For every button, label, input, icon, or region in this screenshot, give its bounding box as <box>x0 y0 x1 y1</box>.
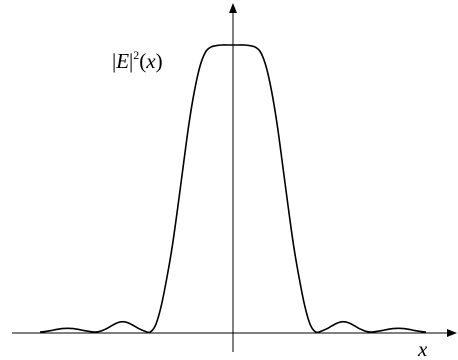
y-label-bar-close: | <box>129 49 133 73</box>
y-axis-label: |E|2(x) <box>112 48 163 73</box>
x-axis-arrow <box>447 329 457 337</box>
y-label-variable: x <box>145 49 156 73</box>
x-axis-label: x <box>417 337 428 360</box>
intensity-curve <box>39 44 427 334</box>
y-label-bar-open: | <box>112 49 116 73</box>
y-label-exponent: 2 <box>133 48 139 62</box>
y-label-symbol: E <box>115 49 129 73</box>
y-label-paren-close: ) <box>156 49 163 73</box>
y-axis-arrow <box>229 3 237 13</box>
y-label-paren-open: ( <box>139 49 146 73</box>
